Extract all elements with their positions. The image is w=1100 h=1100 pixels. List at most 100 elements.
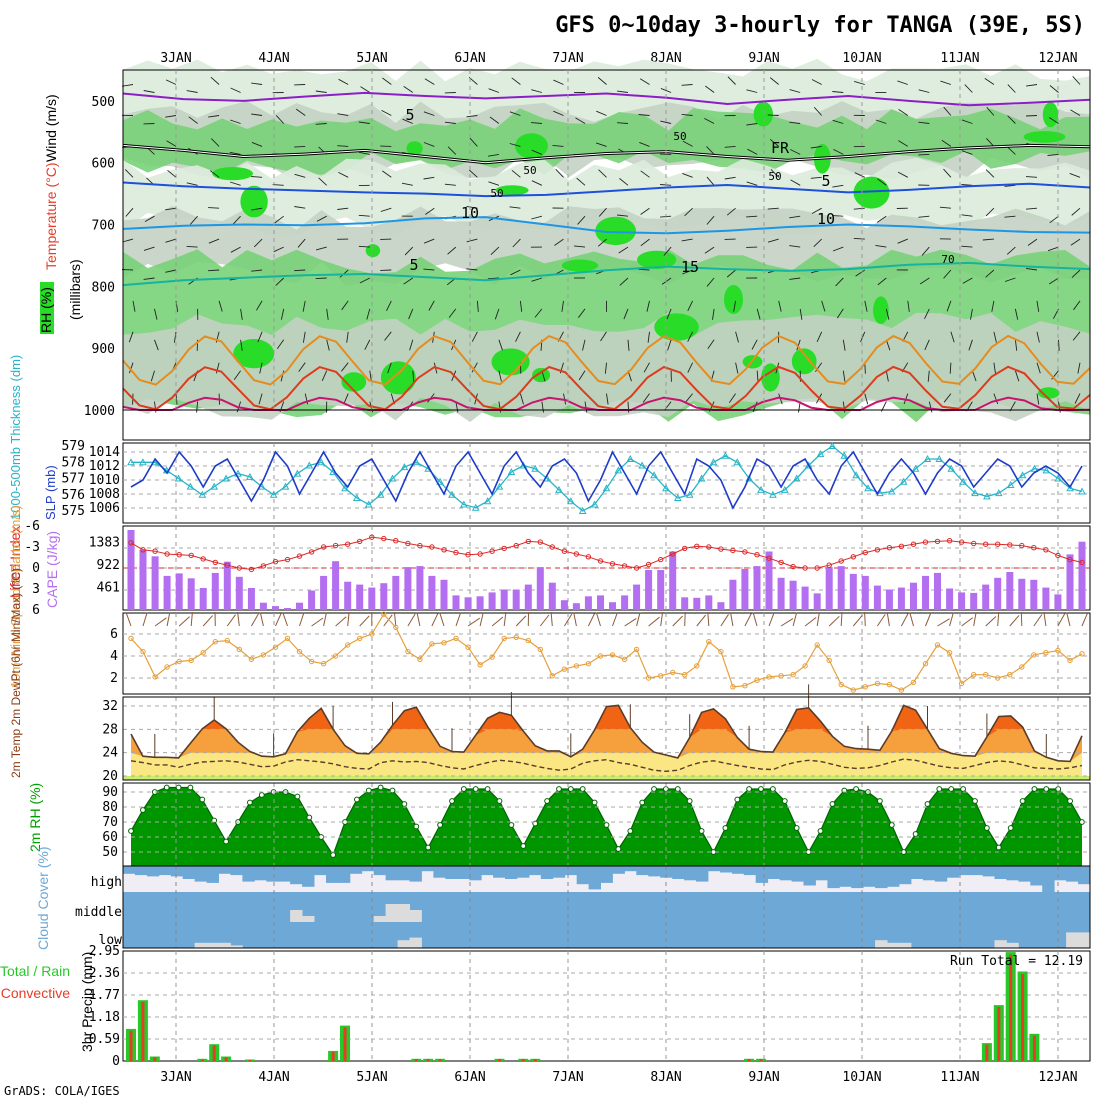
- high-cloud-bar: [755, 866, 769, 883]
- wind-barb: [706, 277, 715, 287]
- cape-bar: [512, 589, 520, 610]
- cape-bar: [813, 593, 821, 610]
- wind-speed-point: [814, 642, 820, 648]
- wind-barb: [897, 238, 908, 244]
- wind-barb: [519, 300, 523, 312]
- rh-point: [651, 786, 657, 792]
- wind-barb: [666, 308, 672, 320]
- rh-shading-band: [123, 108, 1090, 175]
- wind-barb: [986, 106, 995, 116]
- thickness-tick: 577: [62, 472, 85, 487]
- wind-barb: [1072, 331, 1081, 341]
- wind-barb: [403, 86, 414, 93]
- high-cloud-bar: [182, 866, 196, 879]
- wind-speed-point: [682, 672, 688, 678]
- slp-axis-label: SLP (mb): [43, 465, 58, 520]
- wind-speed-point: [429, 641, 435, 647]
- thickness-point: [507, 467, 516, 475]
- thickness-point: [590, 500, 599, 508]
- wind-barb: [706, 146, 715, 155]
- wind-barb: [726, 269, 736, 278]
- thickness-point: [388, 474, 397, 482]
- wind-barb: [919, 277, 930, 285]
- precip-convective-bar: [521, 1059, 525, 1061]
- wind-10m-barb: [949, 612, 954, 627]
- wind-barb: [487, 277, 499, 280]
- wind-10m-barb: [154, 617, 167, 627]
- cape-bar: [500, 589, 508, 610]
- wind-barb: [687, 331, 694, 342]
- wind-barb: [338, 171, 349, 178]
- wind-barb: [811, 79, 822, 85]
- wind-barb: [769, 138, 779, 147]
- wind-barb: [842, 370, 846, 382]
- cape-bar: [211, 572, 219, 610]
- thickness-point: [460, 500, 468, 508]
- bottom-date-label: 11JAN: [940, 1070, 979, 1085]
- wind-speed-point: [1019, 664, 1025, 670]
- wind-barb: [939, 206, 951, 209]
- lifted-index-point: [525, 538, 531, 545]
- lifted-index-point: [778, 559, 784, 566]
- thickness-point: [757, 485, 765, 493]
- wind-barb: [877, 178, 887, 186]
- wind-10m-barb: [407, 613, 416, 627]
- low-cloud-gap: [875, 940, 888, 948]
- cape-bar: [633, 584, 641, 610]
- low-cloud-gap: [218, 942, 231, 948]
- wind-10m-barb: [439, 612, 445, 627]
- wind-speed-point: [645, 675, 652, 681]
- lifted-index-point: [164, 551, 170, 557]
- thickness-point: [139, 458, 147, 466]
- wind-barb: [767, 207, 779, 210]
- wind-barb: [380, 269, 392, 271]
- rh-point: [746, 786, 752, 792]
- wind-barb: [778, 300, 782, 312]
- thickness-point: [376, 490, 385, 498]
- contour-label: 10: [461, 204, 479, 222]
- high-cloud-bar: [887, 866, 900, 887]
- lifted-index-point: [886, 545, 893, 551]
- low-cloud-gap: [230, 945, 243, 948]
- middle-cloud-gap: [302, 916, 315, 922]
- wind-barb: [876, 215, 887, 223]
- high-cloud-bar: [899, 866, 912, 885]
- rh-point: [223, 838, 230, 845]
- wind-barb: [982, 238, 994, 241]
- wind-barb: [842, 339, 846, 351]
- precip-convective-bar: [985, 1044, 989, 1061]
- wind-speed-point: [477, 662, 483, 668]
- wind-barb: [728, 393, 736, 403]
- cape-bar: [476, 596, 484, 610]
- temp-dewpoint-panel: 20 24 28 32: [102, 684, 1091, 784]
- wind-barb: [275, 277, 285, 286]
- wind-10m-barb: [383, 614, 393, 627]
- high-cloud-bar: [409, 866, 422, 882]
- cape-bar: [247, 588, 255, 610]
- wind-10m-barb: [503, 612, 507, 627]
- wind-barb: [832, 184, 844, 188]
- wind-barb: [598, 169, 607, 178]
- wind-barb: [251, 82, 263, 85]
- wind-barb: [961, 214, 973, 217]
- wind-speed-point: [898, 687, 905, 693]
- wind-barb: [1069, 172, 1081, 178]
- wind-barb: [316, 215, 327, 222]
- wind-10m-barb: [416, 612, 421, 627]
- wind-barb: [490, 246, 500, 256]
- lifted-index-point: [766, 555, 772, 561]
- contour-label: 5: [821, 172, 830, 190]
- thickness-point: [662, 484, 670, 492]
- wind-speed-point: [1043, 650, 1049, 656]
- wind-barb: [488, 181, 500, 186]
- cape-bar: [428, 575, 436, 610]
- top-date-label: 9JAN: [748, 51, 779, 66]
- wind-barb: [230, 246, 241, 253]
- wind-barb: [444, 121, 456, 124]
- wind-barb: [712, 308, 715, 320]
- lifted-index-point: [224, 562, 231, 568]
- wind-barb: [297, 238, 306, 248]
- rh-point: [770, 786, 776, 792]
- wind-speed-tick: 4: [110, 649, 118, 664]
- lifted-index-point: [272, 559, 279, 565]
